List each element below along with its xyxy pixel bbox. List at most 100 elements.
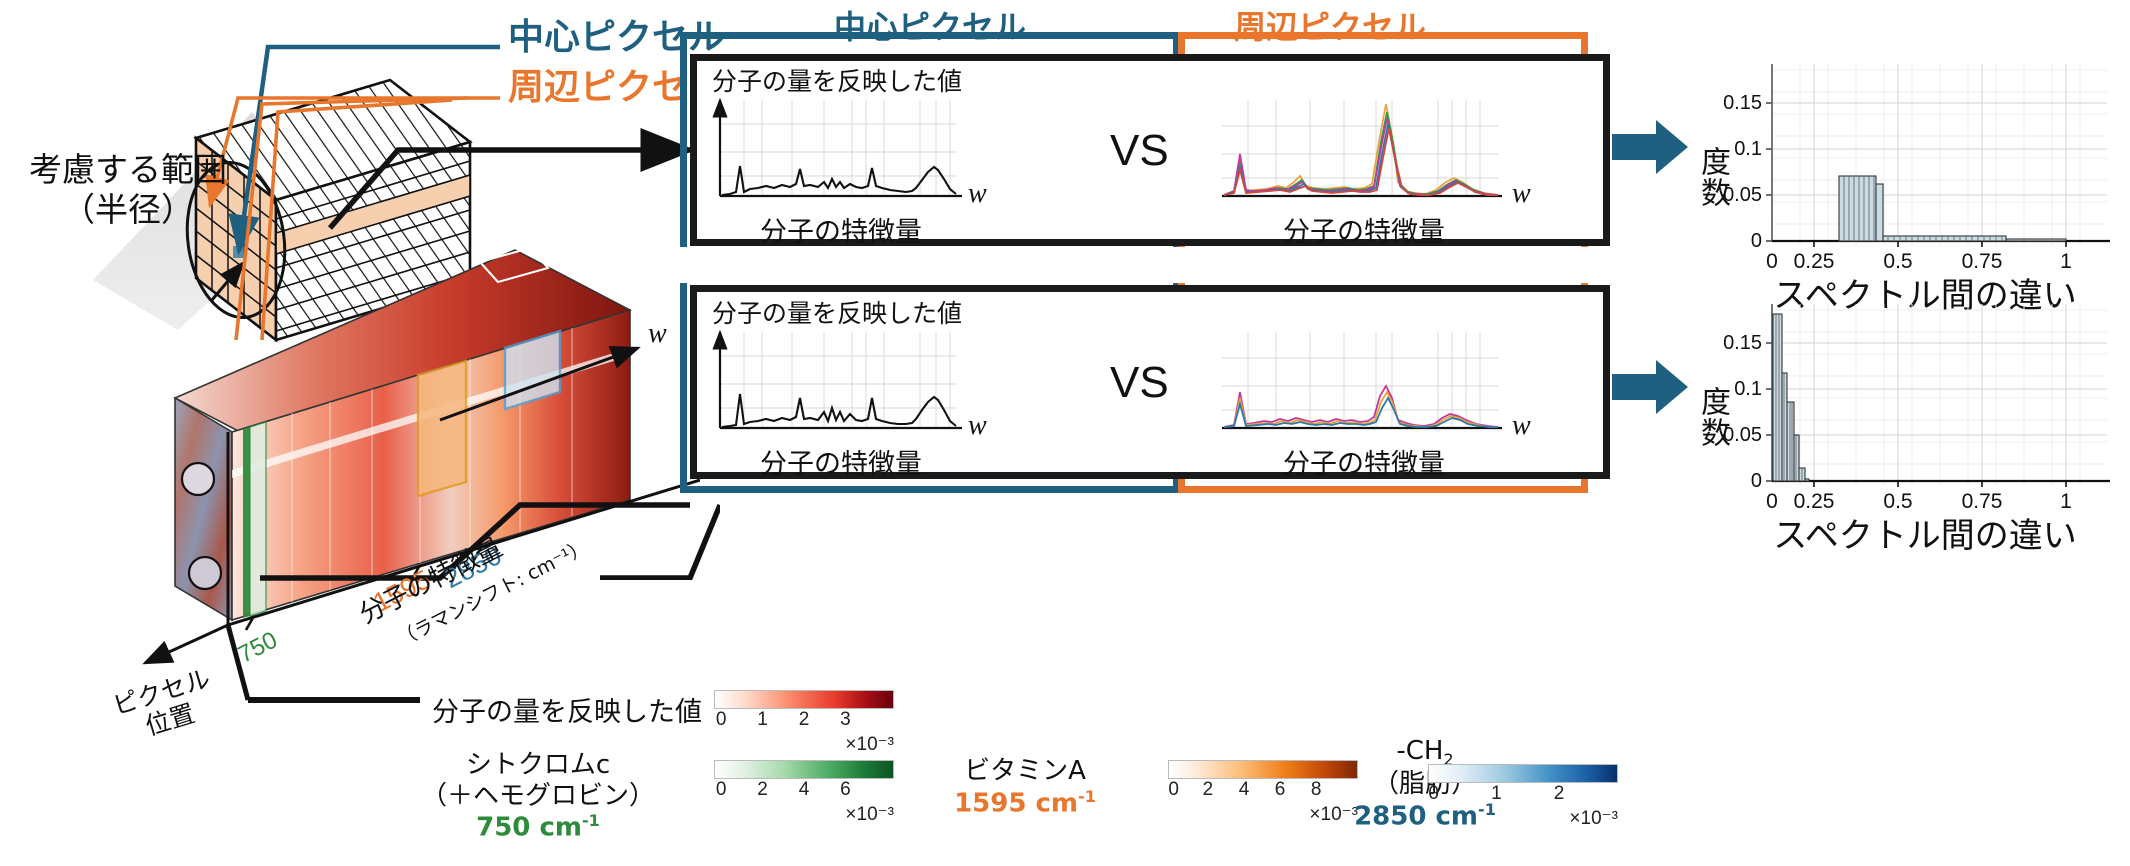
panel-connector-row2: [600, 503, 720, 580]
comparison-panel-row1: [690, 54, 1610, 246]
svg-text:0.15: 0.15: [1723, 92, 1762, 114]
vita-tick-3: 6: [1274, 779, 1286, 800]
legend-entry-cytochrome-c-line2: （＋ヘモグロビン）: [420, 780, 655, 811]
vita-tick-0: 0: [1168, 779, 1179, 800]
vs-label-row2: VS: [1110, 358, 1169, 407]
cytochrome-wavenumber-exp: -1: [581, 811, 600, 831]
svg-text:0.1: 0.1: [1734, 378, 1762, 400]
radius-label-line2: （半径）: [62, 190, 194, 230]
spectrum-plot-center-row2: [712, 329, 962, 430]
legend-entry-vitamin-a: ビタミンA 1595 cm-1: [900, 756, 1150, 819]
histogram-top: 0.15 0.1 0.05 0: [1723, 64, 2110, 273]
ch2-wavenumber-unit: cm: [1435, 801, 1479, 832]
ch2-tick-1: 1: [1491, 783, 1502, 804]
colorbar-total-tick-0: 0: [715, 709, 727, 730]
colorbar-total-tick-2: 2: [798, 709, 810, 730]
legend-entry-cytochrome-c-line1: シトクロムc: [465, 750, 611, 780]
spectrum-w-symbol-surround-row1: w: [1512, 178, 1531, 209]
legend-entry-ch2: -CH2 （脂肪） 2850 cm-1: [1300, 736, 1550, 832]
cyto-tick-0: 0: [715, 779, 727, 800]
flow-arrow-top: [1612, 120, 1688, 174]
radius-label: 考慮する範囲 （半径）: [8, 150, 248, 231]
vitamin-a-wavenumber-unit: cm: [1035, 788, 1079, 819]
legend-entry-cytochrome-c: シトクロムc （＋ヘモグロビン） 750 cm-1: [388, 750, 688, 844]
cytochrome-wavenumber-value: 750: [476, 813, 531, 843]
legend-molecule-amount-label: 分子の量を反映した値: [432, 697, 702, 728]
vitamin-a-wavenumber-exp: -1: [1078, 786, 1096, 806]
colorbar-ch2: 0 1 2 ×10⁻³: [1428, 764, 1618, 830]
cyto-tick-1: 2: [757, 779, 768, 800]
cube-pixel-axis: [142, 623, 229, 665]
spectrum-w-symbol-center-row1: w: [968, 178, 987, 209]
spectrum-title-center-row2: 分子の量を反映した値: [712, 299, 963, 328]
callout-surround-pixel: 周辺ピクセル: [508, 67, 725, 108]
histogram-top-xlabel: スペクトル間の違い: [1773, 276, 2077, 316]
hyperspectral-data-cube: [173, 246, 632, 622]
spectrum-xlabel-center-row2: 分子の特徴量: [760, 449, 922, 480]
vita-tick-2: 4: [1238, 779, 1250, 800]
colorbar-cytochrome-c: 0 2 4 6 ×10⁻³: [714, 760, 894, 826]
spectrum-xlabel-surround-row1: 分子の特徴量: [1283, 217, 1445, 248]
colorbar-cytochrome-c-gradient: [714, 760, 894, 779]
colorbar-vitamin-a-gradient: [1168, 760, 1358, 779]
colorbar-vitamin-a-ticks: 0 2 4 6 8: [1168, 779, 1358, 803]
colorbar-total-tick-1: 1: [757, 709, 768, 730]
legend-entry-ch2-wavenumber: 2850 cm-1: [1300, 800, 1550, 832]
spectrum-plot-surround-row1: [1222, 100, 1502, 198]
colorbar-vitamin-a-exponent: ×10⁻³: [1309, 804, 1358, 825]
histogram-bottom-xlabel: スペクトル間の違い: [1773, 516, 2077, 556]
colorbar-cytochrome-c-exponent: ×10⁻³: [845, 804, 894, 825]
surround-pixel-leader: [205, 96, 500, 341]
spectrum-w-symbol-center-row2: w: [968, 410, 987, 441]
spectrum-w-symbol-surround-row2: w: [1512, 410, 1531, 441]
colorbar-vitamin-a: 0 2 4 6 8 ×10⁻³: [1168, 760, 1358, 826]
svg-text:0: 0: [1766, 250, 1778, 273]
spectrum-title-center-row1: 分子の量を反映した値: [712, 67, 963, 96]
vs-label-row1: VS: [1110, 126, 1169, 175]
flow-arrow-bottom: [1612, 360, 1688, 414]
ch2-wavenumber-value: 2850: [1354, 801, 1427, 832]
svg-text:0.05: 0.05: [1723, 424, 1762, 446]
panel-connector-lines: [260, 128, 696, 581]
cyto-tick-3: 6: [840, 779, 851, 800]
ch2-wavenumber-exp: -1: [1478, 799, 1496, 819]
spectrum-plot-center-row1: [712, 97, 962, 198]
radius-circle: [185, 160, 287, 320]
vita-tick-1: 2: [1202, 779, 1214, 800]
header-surround-pixel: 周辺ピクセル: [1233, 8, 1426, 46]
legend-tie-elbow: [225, 624, 251, 701]
svg-text:0.05: 0.05: [1723, 184, 1762, 206]
svg-text:0.75: 0.75: [1962, 490, 2003, 513]
svg-text:0: 0: [1751, 470, 1762, 492]
colorbar-total-ticks: 0 1 2 3: [714, 709, 894, 733]
magnified-voxel-block: [185, 78, 473, 343]
svg-text:0.5: 0.5: [1883, 250, 1912, 273]
vitamin-a-wavenumber-value: 1595: [954, 788, 1027, 819]
colorbar-ch2-gradient: [1428, 764, 1618, 783]
spectrum-plot-surround-row2: [1222, 332, 1502, 430]
legend-entry-vitamin-a-wavenumber: 1595 cm-1: [900, 787, 1150, 819]
comparison-panel-row2: [690, 285, 1610, 479]
cube-w-axis: [439, 345, 641, 422]
colorbar-total-gradient: [714, 690, 894, 709]
svg-text:0.25: 0.25: [1794, 250, 1835, 273]
colorbar-total: 0 1 2 3 ×10⁻³: [714, 690, 894, 756]
cytochrome-wavenumber-unit: cm: [539, 813, 582, 843]
vita-tick-4: 8: [1310, 779, 1322, 800]
svg-text:0: 0: [1751, 230, 1762, 252]
svg-text:1: 1: [2060, 490, 2072, 513]
ch2-subscript: 2: [1443, 750, 1454, 770]
ch2-tick-2: 2: [1553, 783, 1565, 804]
legend-entry-vitamin-a-line1: ビタミンA: [964, 756, 1086, 786]
colorbar-total-exponent: ×10⁻³: [845, 734, 894, 755]
svg-text:0.25: 0.25: [1794, 490, 1835, 513]
svg-text:0.15: 0.15: [1723, 332, 1762, 354]
colorbar-ch2-exponent: ×10⁻³: [1569, 808, 1618, 829]
histogram-bottom-ylabel: 度数: [1695, 386, 1730, 448]
spectrum-xlabel-center-row1: 分子の特徴量: [760, 217, 922, 248]
svg-text:0.1: 0.1: [1734, 138, 1762, 160]
svg-text:0.75: 0.75: [1962, 250, 2003, 273]
svg-text:1: 1: [2060, 250, 2072, 273]
header-center-pixel: 中心ピクセル: [833, 8, 1026, 46]
